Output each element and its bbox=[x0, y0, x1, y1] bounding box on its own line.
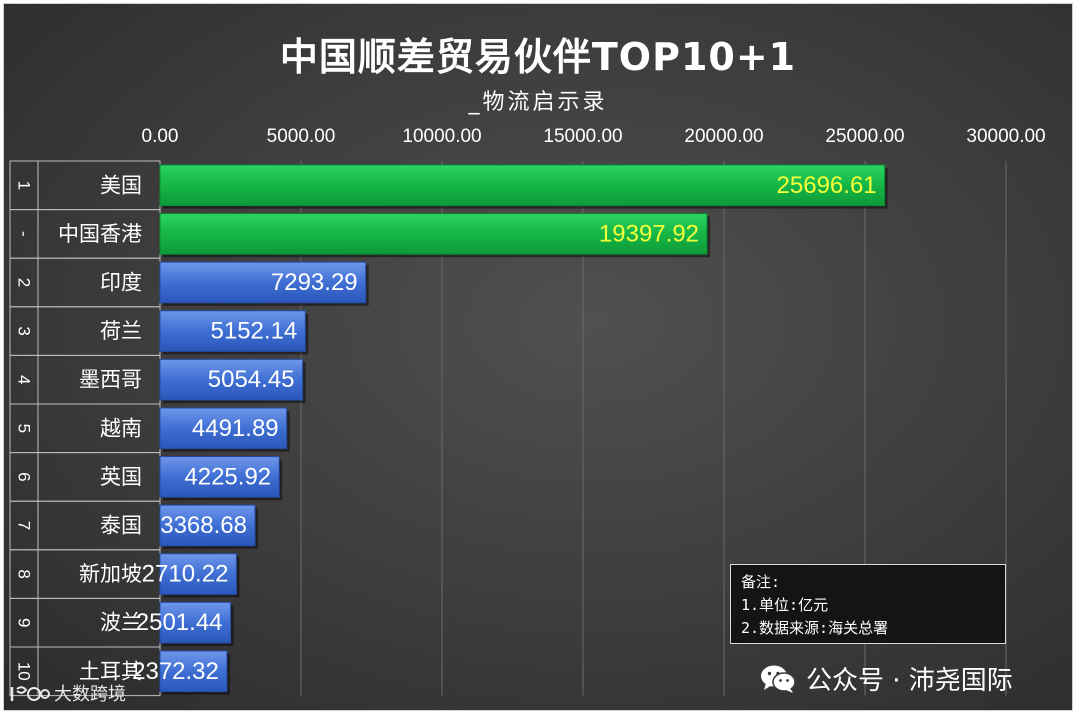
x-tick-label: 25000.00 bbox=[825, 126, 904, 147]
bar bbox=[159, 553, 237, 595]
bar bbox=[159, 504, 256, 547]
x-tick-label: 20000.00 bbox=[684, 126, 763, 147]
note-heading: 备注: bbox=[741, 573, 781, 591]
rank-label: - bbox=[15, 231, 34, 237]
rank-label: 7 bbox=[15, 521, 34, 530]
x-tick-label: 0.00 bbox=[142, 126, 179, 147]
bar bbox=[159, 261, 367, 304]
rank-label: 2 bbox=[15, 278, 34, 287]
note-box: 备注: 1.单位:亿元 2.数据来源:海关总署 bbox=[730, 564, 1006, 644]
category-label: 波兰 bbox=[100, 611, 142, 635]
rank-label: 3 bbox=[15, 326, 34, 335]
rank-label: 1 bbox=[15, 181, 34, 190]
value-label: 5152.14 bbox=[211, 318, 298, 345]
bar bbox=[159, 164, 886, 207]
x-tick-label: 30000.00 bbox=[966, 126, 1045, 147]
brand-logo-icon bbox=[10, 686, 50, 701]
category-label: 土耳其 bbox=[79, 659, 142, 683]
wechat-account: 公众号 · 沛尧国际 bbox=[760, 660, 1013, 697]
watermark: 大数跨境 bbox=[8, 680, 126, 706]
bar bbox=[159, 358, 304, 401]
x-tick-label: 10000.00 bbox=[402, 126, 481, 147]
chart-title: 中国顺差贸易伙伴TOP10+1 bbox=[279, 35, 797, 79]
bar bbox=[159, 310, 306, 352]
category-label: 越南 bbox=[100, 416, 142, 440]
value-label: 5054.45 bbox=[208, 366, 295, 393]
bar bbox=[159, 407, 288, 450]
rank-label: 10 bbox=[15, 662, 34, 681]
chart-subtitle: _物流启示录 bbox=[468, 90, 608, 115]
category-label: 印度 bbox=[100, 271, 142, 295]
value-label: 7293.29 bbox=[271, 269, 358, 296]
rank-label: 5 bbox=[15, 424, 34, 433]
wechat-account-name: 公众号 · 沛尧国际 bbox=[806, 666, 1013, 696]
wechat-icon bbox=[761, 665, 796, 693]
bar bbox=[159, 213, 708, 255]
rank-label: 8 bbox=[15, 569, 34, 578]
rank-label: 9 bbox=[15, 618, 34, 627]
bar bbox=[159, 456, 280, 498]
note-unit: 1.单位:亿元 bbox=[741, 596, 829, 614]
value-label: 4491.89 bbox=[192, 415, 279, 442]
value-label: 3368.68 bbox=[160, 512, 247, 539]
rank-label: 4 bbox=[15, 375, 34, 384]
category-label: 美国 bbox=[100, 173, 142, 197]
note-source: 2.数据来源:海关总署 bbox=[741, 619, 889, 637]
chart-frame: 中国顺差贸易伙伴TOP10+1 _物流启示录 0.00 5000.00 10000.… bbox=[4, 4, 1072, 710]
x-tick-label: 5000.00 bbox=[267, 126, 336, 147]
category-label: 荷兰 bbox=[100, 319, 142, 343]
value-label: 4225.92 bbox=[184, 463, 271, 490]
category-label: 新加坡 bbox=[79, 562, 142, 586]
value-label: 2710.22 bbox=[142, 561, 229, 588]
category-label: 英国 bbox=[100, 465, 142, 489]
category-label: 中国香港 bbox=[58, 222, 142, 246]
value-label: 25696.61 bbox=[777, 172, 877, 199]
value-label: 19397.92 bbox=[599, 220, 699, 247]
x-tick-label: 15000.00 bbox=[543, 126, 622, 147]
bar bbox=[159, 601, 232, 644]
category-label: 泰国 bbox=[100, 514, 142, 538]
bar bbox=[159, 650, 228, 693]
value-label: 2372.32 bbox=[132, 658, 219, 685]
rank-label: 6 bbox=[15, 472, 34, 481]
bar-chart: 0.00 5000.00 10000.00 15000.00 20000.00 25000… bbox=[9, 126, 1046, 697]
watermark-text: 大数跨境 bbox=[54, 684, 126, 705]
value-label: 2501.44 bbox=[136, 609, 223, 636]
category-label: 墨西哥 bbox=[79, 368, 142, 392]
